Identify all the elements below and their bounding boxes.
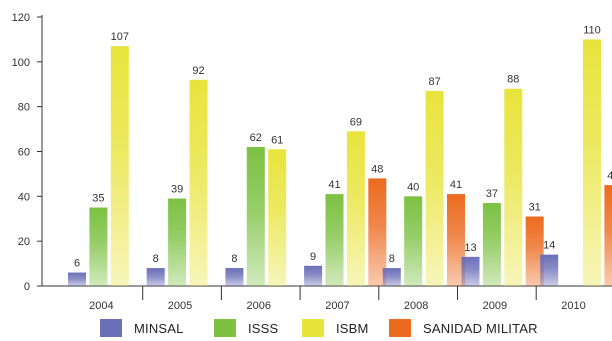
bar-isbm-2008: [425, 90, 444, 286]
data-label-isss-2008: 40: [407, 181, 419, 193]
x-tick-label-2006: 2006: [247, 300, 271, 312]
bar-isbm-2010: [583, 39, 601, 286]
data-label-minsal-2009: 13: [464, 242, 476, 254]
y-tick-label-40: 40: [18, 191, 30, 203]
legend-swatch-isbm: [302, 319, 324, 337]
data-label-sanidad-militar-2009: 31: [529, 202, 541, 214]
y-tick-label-0: 0: [24, 281, 30, 293]
bar-sanidad-militar-2010: [604, 185, 612, 286]
y-tick-label-100: 100: [12, 57, 30, 69]
y-tick-label-120: 120: [12, 12, 30, 24]
y-tick-label-60: 60: [18, 147, 30, 159]
legend-label-minsal: MINSAL: [134, 320, 184, 336]
legend-swatch-minsal: [100, 319, 122, 337]
data-label-minsal-2010: 14: [543, 240, 555, 252]
data-label-isss-2005: 39: [171, 184, 183, 196]
data-label-sanidad-militar-2007: 48: [371, 163, 383, 175]
x-tick-label-2010: 2010: [561, 300, 585, 312]
legend-label-isss: ISSS: [248, 320, 279, 336]
data-label-isss-2004: 35: [92, 193, 104, 205]
bar-minsal-2008: [382, 268, 401, 286]
data-label-minsal-2006: 8: [231, 253, 237, 265]
bar-isbm-2009: [504, 88, 523, 286]
bar-minsal-2005: [146, 268, 165, 286]
data-label-isbm-2009: 88: [507, 74, 519, 86]
data-label-isbm-2010: 110: [583, 24, 601, 36]
data-label-isbm-2005: 92: [192, 65, 204, 77]
bar-isss-2009: [482, 203, 501, 286]
bar-isss-2004: [89, 207, 108, 286]
bar-minsal-2006: [225, 268, 244, 286]
bar-minsal-2010: [540, 254, 559, 286]
legend-item-isbm: ISBM: [302, 318, 369, 338]
bar-isbm-2007: [346, 131, 365, 286]
legend-swatch-sanidad-militar: [389, 319, 411, 337]
x-tick-label-2008: 2008: [404, 300, 428, 312]
bar-sanidad-militar-2008: [447, 194, 465, 286]
data-label-minsal-2008: 8: [389, 253, 395, 265]
bars: [68, 39, 612, 287]
data-label-minsal-2005: 8: [153, 253, 159, 265]
data-label-isss-2007: 41: [328, 179, 340, 191]
data-label-isss-2006: 62: [250, 132, 262, 144]
legend-item-minsal: MINSAL: [100, 318, 184, 338]
bar-isbm-2004: [110, 46, 129, 287]
x-axis: 2004 2005 2006 2007 2008 2009 2010: [42, 285, 612, 312]
legend: MINSAL ISSS ISBM SANIDAD MILITAR: [0, 318, 612, 338]
x-tick-label-2009: 2009: [483, 300, 507, 312]
data-label-minsal-2004: 6: [74, 258, 80, 270]
x-tick-label-2005: 2005: [168, 300, 192, 312]
y-tick-label-80: 80: [18, 102, 30, 114]
legend-label-isbm: ISBM: [336, 320, 369, 336]
data-label-isbm-2004: 107: [111, 31, 129, 43]
data-label-isss-2009: 37: [486, 188, 498, 200]
bar-isbm-2005: [189, 79, 208, 287]
bar-minsal-2004: [68, 272, 86, 286]
data-label-isbm-2006: 61: [271, 134, 283, 146]
data-label-sanidad-militar-2010: 45: [607, 170, 612, 182]
bar-minsal-2009: [461, 256, 480, 286]
legend-label-sanidad-militar: SANIDAD MILITAR: [423, 320, 538, 336]
legend-item-isss: ISSS: [214, 318, 278, 338]
data-label-minsal-2007: 9: [310, 251, 316, 263]
bar-sanidad-militar-2009: [525, 216, 544, 286]
x-tick-label-2007: 2007: [325, 300, 349, 312]
legend-swatch-isss: [214, 319, 236, 337]
bar-isbm-2006: [268, 149, 287, 286]
bar-minsal-2007: [304, 265, 323, 286]
bar-isss-2008: [404, 196, 423, 286]
data-label-sanidad-militar-2008: 41: [450, 179, 462, 191]
bar-isss-2006: [246, 147, 265, 286]
legend-item-sanidad-militar: SANIDAD MILITAR: [389, 318, 538, 338]
data-labels: 6 35 107 8 39 92 8 62 61 9 41 69 48 8 40 87 41 13 37 88 31 14…: [74, 24, 612, 269]
bar-chart: 0 20 40 60 80 100 120 2004 2005 2006 2007 2008 2009…: [12, 12, 612, 312]
data-label-isbm-2008: 87: [428, 76, 440, 88]
y-tick-label-20: 20: [18, 236, 30, 248]
x-tick-label-2004: 2004: [89, 300, 113, 312]
data-label-isbm-2007: 69: [350, 116, 362, 128]
y-axis: 0 20 40 60 80 100 120: [12, 12, 43, 293]
bar-isss-2007: [325, 194, 344, 286]
bar-sanidad-militar-2007: [368, 178, 387, 286]
bar-isss-2005: [168, 198, 187, 286]
